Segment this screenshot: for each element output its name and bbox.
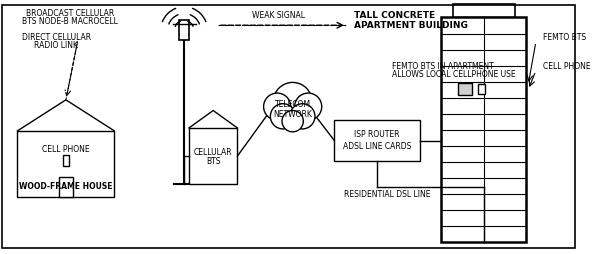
Bar — [441, 18, 526, 242]
Text: BTS NODE-B MACROCELL: BTS NODE-B MACROCELL — [22, 17, 118, 26]
Circle shape — [263, 94, 291, 121]
Text: RADIO LINK: RADIO LINK — [34, 41, 78, 50]
Text: DIRECT CELLULAR: DIRECT CELLULAR — [21, 33, 91, 42]
Circle shape — [290, 104, 315, 130]
Text: FEMTO BTS: FEMTO BTS — [543, 33, 586, 42]
Text: ADSL LINE CARDS: ADSL LINE CARDS — [343, 141, 411, 150]
Circle shape — [271, 104, 296, 130]
Text: FEMTO BTS IN APARTMENT: FEMTO BTS IN APARTMENT — [393, 62, 494, 71]
Text: BTS: BTS — [206, 157, 221, 166]
Text: ALLOWS LOCAL CELLPHONE USE: ALLOWS LOCAL CELLPHONE USE — [393, 70, 516, 79]
Bar — [478, 85, 485, 94]
Bar — [458, 84, 472, 95]
Text: WOOD-FRAME HOUSE: WOOD-FRAME HOUSE — [19, 181, 113, 190]
Bar — [189, 129, 237, 184]
Circle shape — [282, 111, 303, 132]
Text: CELLULAR: CELLULAR — [194, 147, 232, 156]
Text: BROADCAST CELLULAR: BROADCAST CELLULAR — [26, 9, 114, 18]
Text: CELL PHONE: CELL PHONE — [42, 144, 90, 153]
Bar — [63, 155, 69, 166]
Bar — [17, 131, 114, 197]
Bar — [179, 21, 189, 41]
Bar — [334, 121, 420, 161]
Circle shape — [274, 83, 312, 122]
Text: TALL CONCRETE: TALL CONCRETE — [353, 11, 435, 20]
Circle shape — [294, 94, 322, 121]
Bar — [59, 178, 73, 197]
Text: TELECOM: TELECOM — [275, 100, 311, 109]
Text: RESIDENTIAL DSL LINE: RESIDENTIAL DSL LINE — [344, 189, 431, 199]
Text: ISP ROUTER: ISP ROUTER — [354, 130, 400, 139]
Text: WEAK SIGNAL: WEAK SIGNAL — [252, 11, 305, 20]
Text: APARTMENT BUILDING: APARTMENT BUILDING — [353, 21, 468, 30]
Text: CELL PHONE: CELL PHONE — [543, 62, 590, 71]
Text: NETWORK: NETWORK — [273, 109, 312, 118]
Bar — [452, 5, 514, 18]
